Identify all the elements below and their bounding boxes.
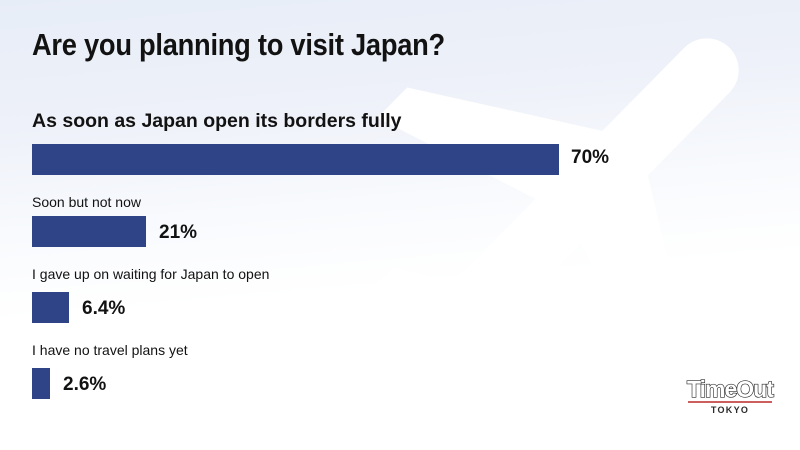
svg-text:TimeOut: TimeOut [687, 376, 774, 402]
svg-text:TOKYO: TOKYO [711, 405, 749, 415]
